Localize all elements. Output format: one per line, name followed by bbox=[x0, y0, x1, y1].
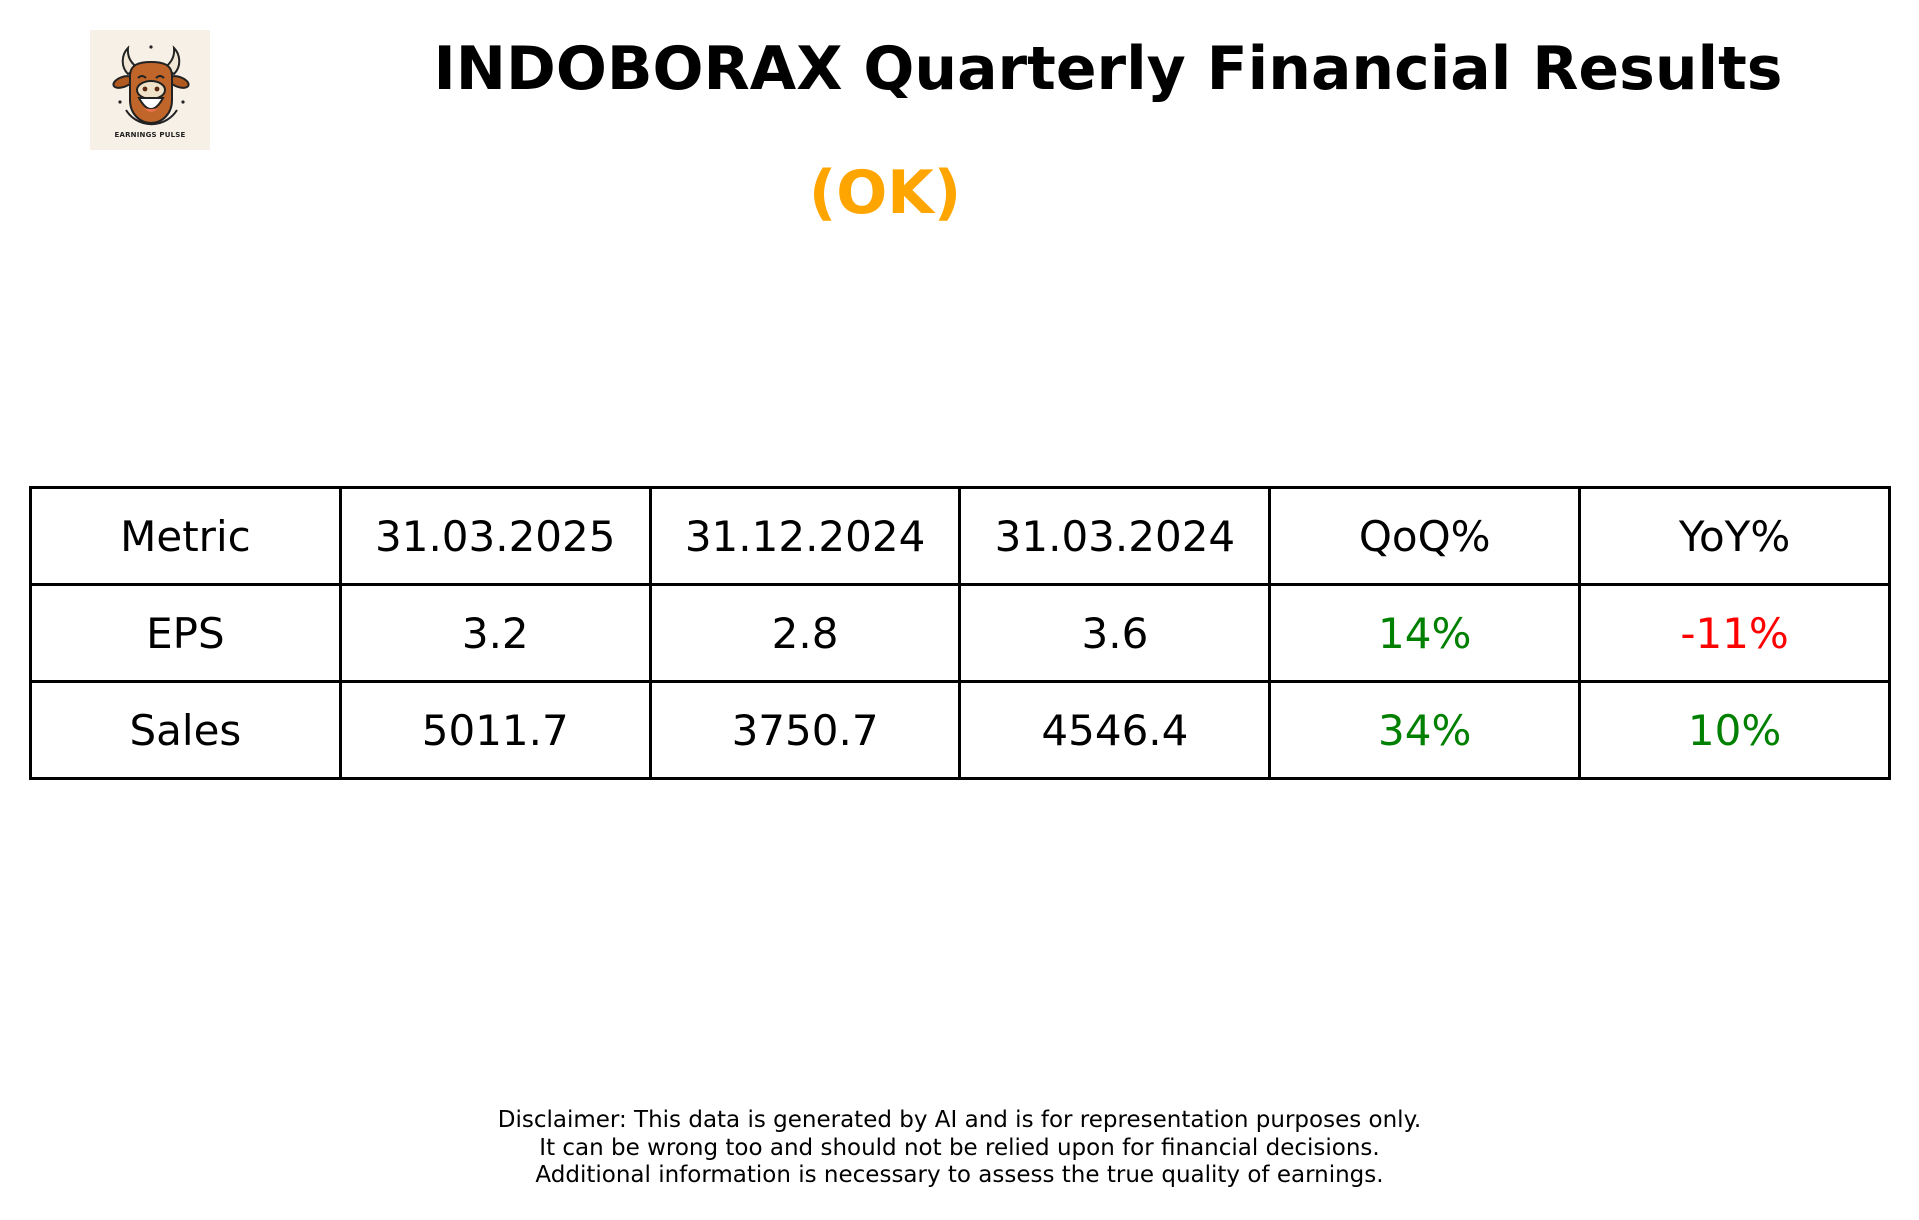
table-row: EPS 3.2 2.8 3.6 14% -11% bbox=[29, 583, 1891, 683]
disclaimer-line: It can be wrong too and should not be re… bbox=[539, 1134, 1380, 1161]
value-cell: 2.8 bbox=[648, 583, 962, 683]
column-header-metric: Metric bbox=[29, 486, 342, 586]
column-header-qoq: QoQ% bbox=[1268, 486, 1582, 586]
column-header-q1: 31.03.2025 bbox=[338, 486, 652, 586]
metric-cell: EPS bbox=[29, 583, 342, 683]
column-header-yoy: YoY% bbox=[1578, 486, 1891, 586]
yoy-cell: 10% bbox=[1578, 680, 1891, 780]
disclaimer-line: Disclaimer: This data is generated by AI… bbox=[497, 1107, 1422, 1133]
table-header-row: Metric 31.03.2025 31.12.2024 31.03.2024 … bbox=[29, 486, 1891, 586]
column-header-q2: 31.12.2024 bbox=[648, 486, 962, 586]
status-badge: (OK) bbox=[808, 158, 962, 228]
table-row: Sales 5011.7 3750.7 4546.4 34% 10% bbox=[29, 680, 1891, 780]
value-cell: 4546.4 bbox=[958, 680, 1272, 780]
metric-cell: Sales bbox=[29, 680, 342, 780]
yoy-cell: -11% bbox=[1578, 583, 1891, 683]
page-title: INDOBORAX Quarterly Financial Results bbox=[433, 34, 1783, 104]
qoq-cell: 34% bbox=[1268, 680, 1582, 780]
value-cell: 3.2 bbox=[338, 583, 652, 683]
earnings-pulse-logo: EARNINGS PULSE bbox=[90, 30, 210, 150]
financial-results-table: Metric 31.03.2025 31.12.2024 31.03.2024 … bbox=[29, 486, 1891, 780]
column-header-q3: 31.03.2024 bbox=[958, 486, 1272, 586]
disclaimer: Disclaimer: This data is generated by AI… bbox=[0, 1107, 1919, 1190]
disclaimer-line: Additional information is necessary to a… bbox=[535, 1162, 1384, 1188]
value-cell: 3750.7 bbox=[648, 680, 962, 780]
qoq-cell: 14% bbox=[1268, 583, 1582, 683]
bull-mascot-icon bbox=[112, 45, 190, 126]
value-cell: 3.6 bbox=[958, 583, 1272, 683]
logo-caption: EARNINGS PULSE bbox=[114, 131, 186, 139]
value-cell: 5011.7 bbox=[338, 680, 652, 780]
